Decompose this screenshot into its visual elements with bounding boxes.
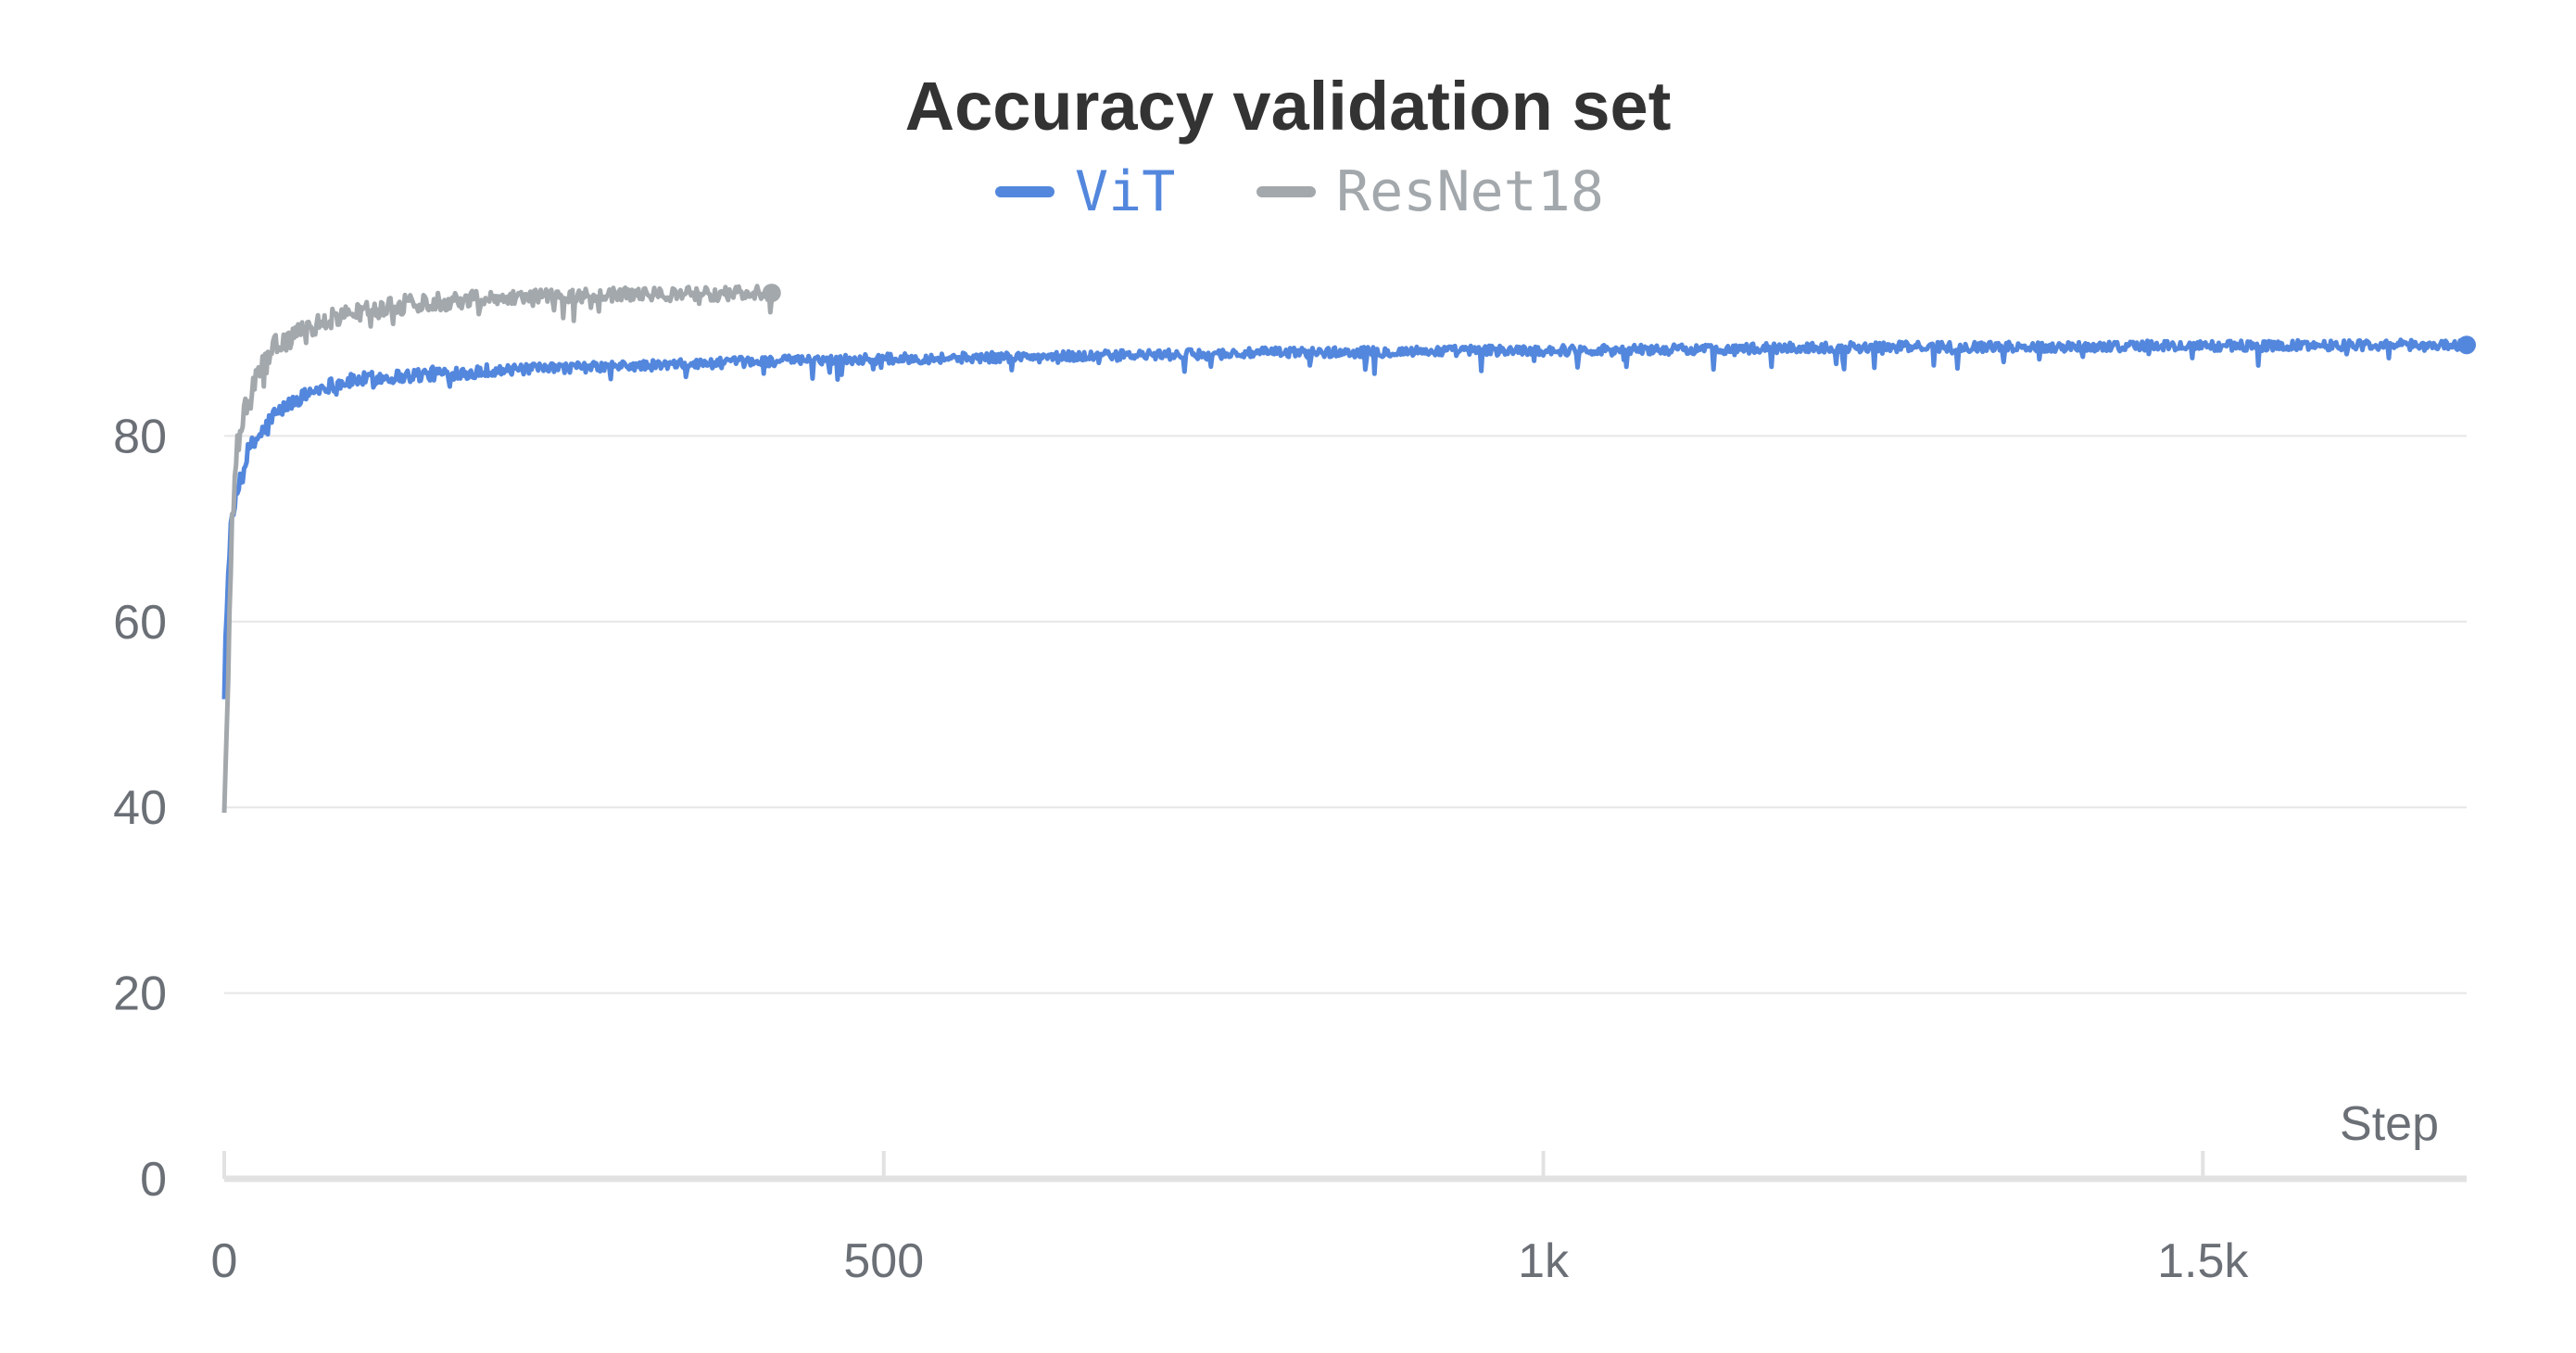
legend-label-resnet18: ResNet18	[1336, 159, 1604, 224]
series-line-resnet18[interactable]	[221, 284, 775, 814]
legend-item-vit[interactable]: ViT	[995, 159, 1175, 224]
x-tick-label: 1k	[1518, 1234, 1570, 1288]
x-tick-label: 0	[211, 1234, 238, 1288]
y-tick-label: 20	[113, 967, 167, 1021]
y-tick-label: 60	[113, 596, 167, 650]
x-axis-title: Step	[2340, 1097, 2439, 1151]
plot-area	[221, 284, 2476, 814]
y-tick-label: 0	[140, 1153, 167, 1207]
y-tick-label: 40	[113, 781, 167, 835]
x-tick-label: 1.5k	[2157, 1234, 2249, 1288]
series-end-point-resnet18[interactable]	[762, 284, 781, 303]
y-tick-label: 80	[113, 410, 167, 463]
legend: ViT ResNet18	[995, 159, 1604, 224]
series-line-vit[interactable]	[221, 337, 2469, 700]
x-tick-label: 500	[843, 1234, 924, 1288]
grid-lines: 0 20 40 60 80	[113, 410, 2467, 1207]
legend-label-vit: ViT	[1075, 159, 1175, 224]
x-axis: 0 500 1k 1.5k	[211, 1151, 2467, 1288]
series-end-point-vit[interactable]	[2457, 335, 2476, 355]
chart-title: Accuracy validation set	[905, 68, 1672, 145]
legend-item-resnet18[interactable]: ResNet18	[1256, 159, 1604, 224]
